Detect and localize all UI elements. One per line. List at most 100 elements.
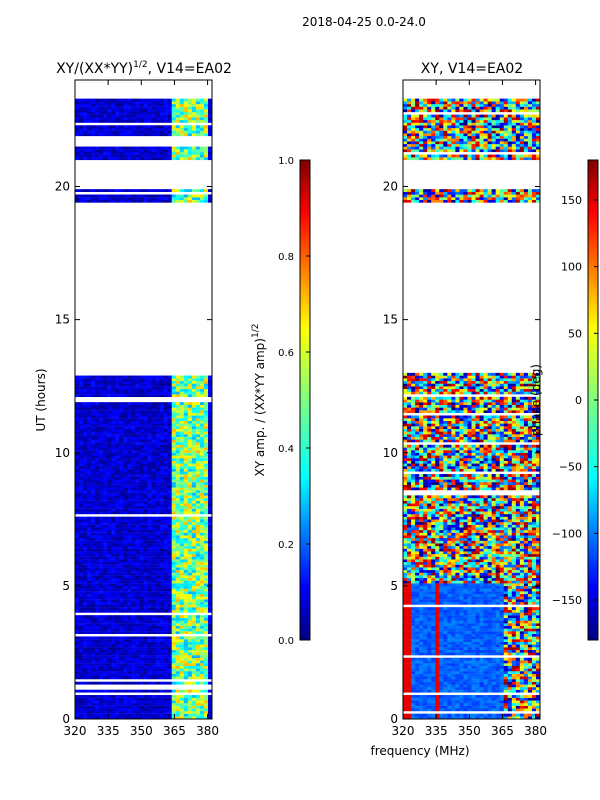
heatmap-cell (91, 154, 96, 158)
heatmap-cell (203, 623, 209, 627)
heatmap-cell (123, 378, 128, 382)
heatmap-cell (155, 199, 161, 203)
heatmap-cell (135, 620, 140, 624)
heatmap-cell (139, 375, 144, 379)
heatmap-cell (123, 415, 128, 419)
heatmap-cell (107, 428, 112, 432)
heatmap-cell (87, 519, 92, 523)
heatmap-cell (127, 529, 132, 533)
heatmap-cell (79, 647, 84, 650)
heatmap-cell (115, 569, 120, 573)
heatmap-cell (75, 695, 80, 698)
heatmap-cell (155, 625, 161, 629)
heatmap-cell (131, 476, 136, 480)
heatmap-cell (203, 436, 209, 440)
heatmap-cell (115, 596, 120, 600)
heatmap-cell (75, 130, 80, 134)
heatmap-cell (107, 681, 112, 685)
heatmap-cell (171, 585, 177, 589)
heatmap-cell (87, 146, 92, 150)
heatmap-cell (115, 609, 120, 613)
heatmap-cell (123, 482, 128, 485)
heatmap-cell (199, 609, 205, 613)
heatmap-cell (131, 511, 136, 515)
heatmap-cell (187, 404, 193, 408)
heatmap-cell (195, 434, 201, 437)
heatmap-cell (79, 498, 84, 501)
heatmap-cell (99, 431, 104, 435)
heatmap-cell (175, 705, 181, 709)
heatmap-cell (123, 471, 128, 475)
heatmap-cell (123, 529, 128, 533)
heatmap-cell (527, 716, 533, 719)
heatmap-cell (175, 668, 181, 672)
heatmap-cell (203, 625, 209, 629)
heatmap-cell (123, 394, 128, 398)
heatmap-cell (115, 580, 120, 584)
heatmap-cell (87, 508, 92, 512)
heatmap-cell (95, 498, 100, 501)
heatmap-cell (187, 540, 193, 544)
heatmap-cell (119, 697, 124, 701)
heatmap-cell (167, 450, 173, 453)
heatmap-cell (111, 564, 116, 568)
heatmap-cell (199, 711, 205, 714)
heatmap-cell (83, 394, 88, 398)
heatmap-cell (455, 716, 460, 719)
heatmap-cell (91, 625, 96, 629)
heatmap-cell (91, 407, 96, 411)
heatmap-cell (179, 423, 185, 427)
heatmap-cell (127, 412, 132, 416)
heatmap-cell (167, 681, 173, 685)
heatmap-cell (151, 418, 156, 421)
heatmap-cell (127, 458, 132, 461)
heatmap-cell (123, 500, 128, 504)
heatmap-cell (175, 458, 181, 461)
heatmap-cell (127, 703, 132, 706)
heatmap-cell (131, 564, 136, 568)
heatmap-cell (127, 591, 132, 595)
heatmap-cell (163, 101, 169, 105)
heatmap-cell (207, 511, 212, 515)
heatmap-cell (151, 617, 156, 621)
heatmap-cell (191, 553, 197, 557)
heatmap-cell (75, 503, 80, 507)
heatmap-cell (167, 106, 173, 110)
heatmap-cell (119, 127, 124, 131)
heatmap-cell (107, 556, 112, 560)
heatmap-cell (171, 559, 177, 563)
heatmap-cell (179, 689, 185, 693)
heatmap-cell (167, 197, 173, 201)
amplitude-colorbar: 0.00.20.40.60.81.0 XY amp. / (XX*YY amp)… (251, 156, 311, 647)
heatmap-cell (127, 671, 132, 674)
heatmap-cell (199, 386, 205, 390)
heatmap-cell (131, 436, 136, 440)
heatmap-cell (199, 548, 205, 552)
heatmap-cell (191, 652, 197, 656)
heatmap-cell (207, 197, 212, 201)
heatmap-cell (111, 127, 116, 131)
heatmap-cell (107, 655, 112, 658)
heatmap-cell (171, 375, 177, 379)
heatmap-cell (171, 436, 177, 440)
heatmap-cell (199, 189, 205, 193)
heatmap-cell (171, 130, 177, 134)
heatmap-cell (95, 130, 100, 134)
heatmap-cell (99, 388, 104, 392)
heatmap-cell (191, 146, 197, 150)
heatmap-cell (191, 455, 197, 459)
heatmap-cell (199, 157, 205, 161)
heatmap-cell (203, 199, 209, 203)
heatmap-cell (163, 607, 169, 611)
heatmap-cell (99, 199, 104, 203)
heatmap-cell (207, 601, 212, 605)
heatmap-cell (75, 601, 80, 605)
heatmap-cell (135, 559, 140, 563)
heatmap-cell (147, 474, 152, 477)
heatmap-cell (83, 623, 88, 627)
heatmap-cell (83, 133, 88, 137)
heatmap-cell (91, 492, 96, 496)
heatmap-cell (187, 199, 193, 203)
heatmap-cell (99, 516, 104, 520)
